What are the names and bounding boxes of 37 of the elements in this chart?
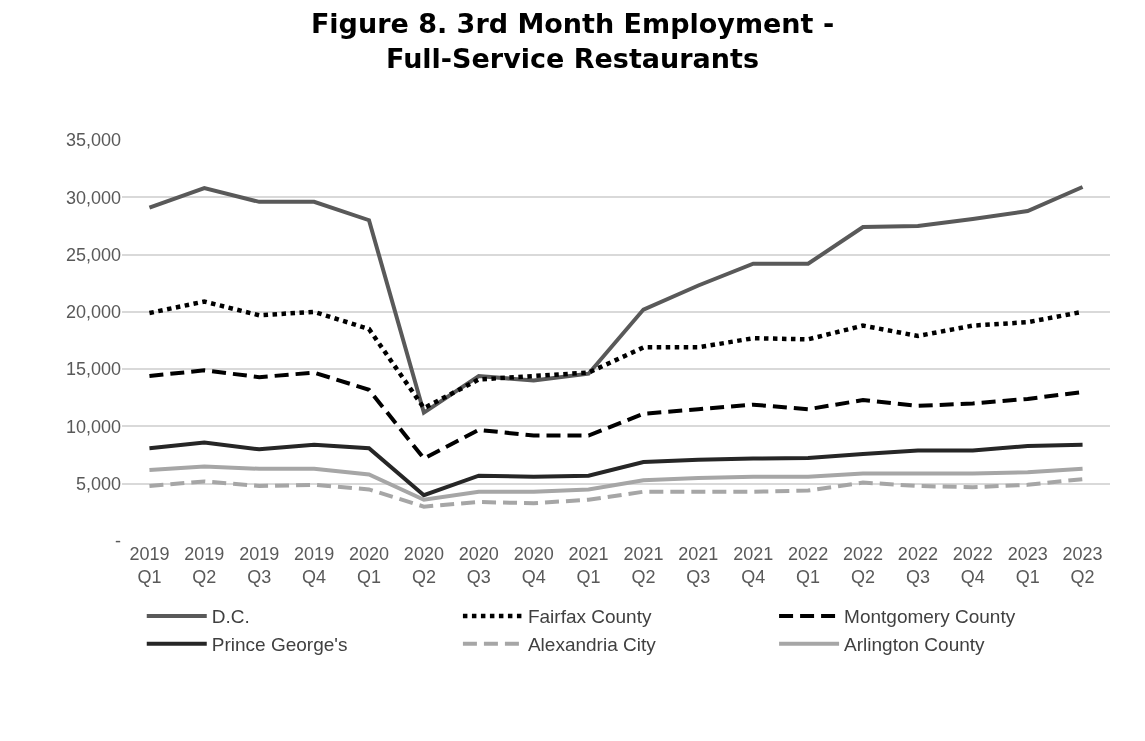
x-tick-label: 2022 Q2	[842, 544, 884, 588]
y-tick-label: -	[115, 531, 121, 552]
x-tick-label: 2021 Q3	[678, 544, 719, 588]
x-tick-label: 2022 Q4	[952, 544, 993, 588]
x-tick-label: 2023 Q1	[1007, 544, 1048, 588]
x-tick-label: 2019 Q4	[294, 544, 335, 588]
legend-label: Alexandria City	[527, 634, 657, 656]
x-tick-label: 2020 Q4	[513, 544, 554, 588]
y-tick-label: 30,000	[65, 187, 121, 208]
line-series	[147, 464, 1085, 502]
x-tick-label: 2021 Q2	[623, 544, 664, 588]
x-tick-label: 2019 Q3	[239, 544, 280, 588]
line-series	[147, 440, 1085, 498]
x-tick-label: 2020 Q1	[348, 544, 390, 588]
legend-label: Fairfax County	[527, 606, 652, 628]
x-tick-label: 2022 Q1	[788, 544, 829, 588]
y-tick-label: 10,000	[65, 416, 121, 437]
x-tick-label: 2019 Q2	[184, 544, 225, 588]
y-tick-label: 5,000	[75, 474, 121, 495]
y-tick-label: 35,000	[65, 130, 121, 151]
legend-label: Prince George's	[211, 634, 348, 656]
legend-label: Montgomery County	[844, 606, 1016, 628]
line-series	[147, 477, 1085, 509]
x-tick-label: 2019 Q1	[129, 544, 170, 588]
x-tick-label: 2023 Q2	[1062, 544, 1103, 588]
y-tick-label: 25,000	[65, 244, 121, 265]
legend-label: Arlington County	[844, 634, 986, 656]
x-tick-label: 2020 Q3	[458, 544, 499, 588]
x-tick-label: 2021 Q1	[568, 544, 609, 588]
y-tick-label: 15,000	[65, 359, 121, 380]
line-series	[147, 184, 1085, 415]
legend-label: D.C.	[211, 606, 250, 628]
x-tick-label: 2020 Q2	[403, 544, 444, 588]
x-tick-label: 2021 Q4	[733, 544, 774, 588]
chart-title: Figure 8. 3rd Month Employment - Full-Service Restaurants	[310, 8, 835, 75]
y-tick-label: 20,000	[65, 302, 121, 323]
x-tick-label: 2022 Q3	[897, 544, 938, 588]
